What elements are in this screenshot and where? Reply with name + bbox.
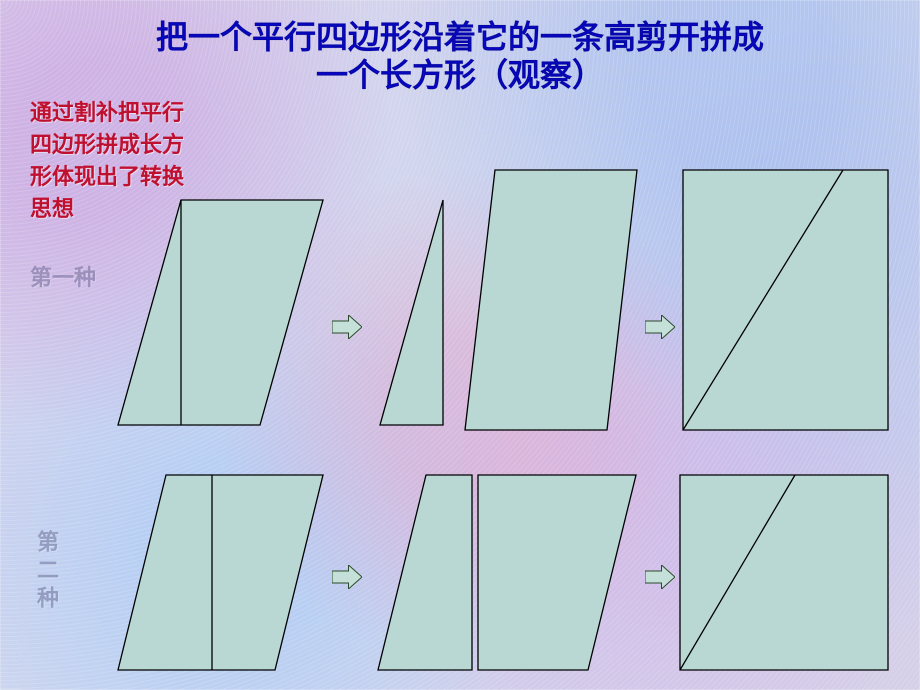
row2-arrow-2	[645, 565, 675, 589]
row1-rectangle	[683, 170, 888, 430]
row1-trapezoid	[465, 170, 645, 435]
row2-label: 第二种	[30, 530, 62, 614]
title-line1: 把一个平行四边形沿着它的一条高剪开拼成	[0, 18, 920, 56]
row1-parallelogram	[118, 200, 323, 425]
row1-triangle	[380, 200, 450, 430]
row2-rectangle	[680, 475, 888, 670]
row1-arrow-2	[645, 315, 675, 339]
row2-left-piece	[378, 475, 478, 675]
row1-label: 第一种	[30, 260, 96, 292]
row2-arrow-1	[332, 565, 362, 589]
row2-right-piece	[478, 475, 643, 675]
page-title: 把一个平行四边形沿着它的一条高剪开拼成 一个长方形（观察）	[0, 18, 920, 95]
row1-arrow-1	[332, 315, 362, 339]
title-line2: 一个长方形（观察）	[0, 56, 920, 94]
row2-parallelogram	[118, 475, 323, 670]
